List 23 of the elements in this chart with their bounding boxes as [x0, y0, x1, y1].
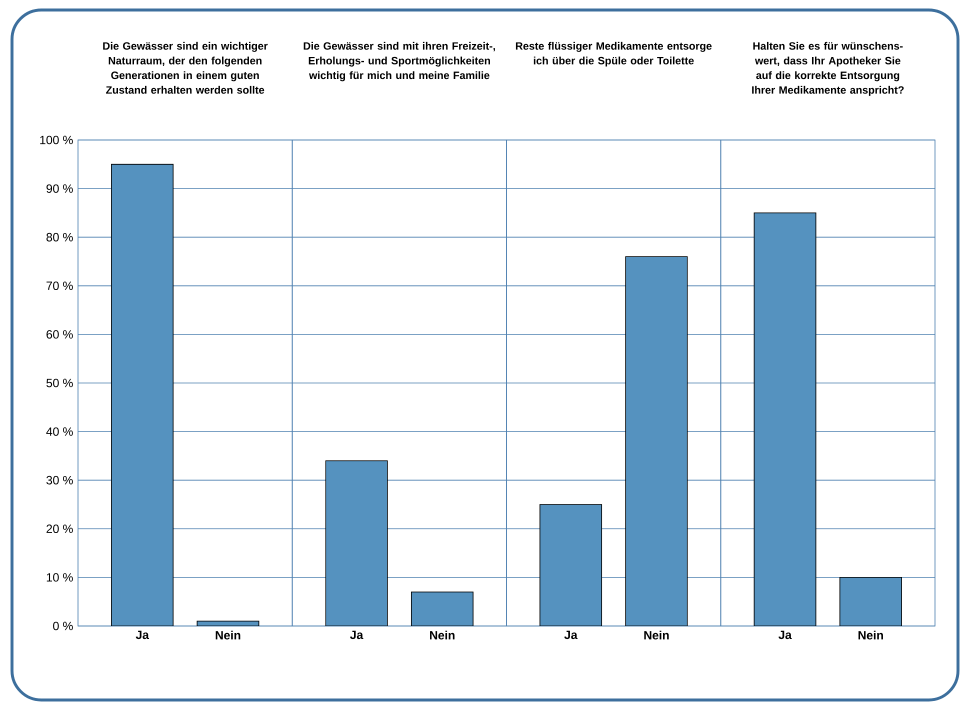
x-tick-label: Ja — [778, 630, 792, 640]
y-tick-label: 10 % — [46, 573, 73, 582]
x-tick-label: Ja — [564, 630, 578, 640]
y-tick-label: 40 % — [46, 427, 73, 436]
chart-title: Reste flüssiger Medikamente entsorge ich über die Spüle oder Toilette — [516, 42, 712, 67]
x-tick-label: Nein — [644, 630, 669, 640]
chart-title: Die Gewässer sind mit ihren Freizeit-, Erholungs- und Sportmöglichkeiten wichtig für mich und meine Familie — [304, 42, 495, 82]
x-tick-label: Nein — [430, 630, 454, 640]
y-tick-label: 60 % — [46, 330, 73, 339]
y-tick-label: 100 % — [40, 136, 73, 144]
y-tick-label: 30 % — [46, 476, 73, 484]
chart-title: Die Gewässer sind ein wichtiger Naturraum, der den folgenden Generationen in einem guten Zustand erhalten werden sollte — [103, 42, 268, 94]
y-tick-label: 90 % — [46, 184, 73, 193]
x-tick-label: Nein — [858, 630, 883, 640]
x-tick-label: Ja — [350, 630, 364, 640]
y-tick-label: 50 % — [46, 378, 73, 388]
x-tick-label: Ja — [136, 630, 150, 640]
y-tick-label: 20 % — [46, 524, 73, 534]
y-tick-label: 80 % — [46, 232, 73, 242]
chart-title: Halten Sie es für wünschens-wert, dass Ihr Apotheker Sie auf die korrekte Entsorgung Ihrer Medikamente anspricht? — [752, 42, 904, 96]
x-tick-label: Nein — [216, 630, 240, 640]
y-tick-label: 70 % — [46, 282, 73, 290]
y-tick-label: 0 % — [53, 622, 73, 630]
